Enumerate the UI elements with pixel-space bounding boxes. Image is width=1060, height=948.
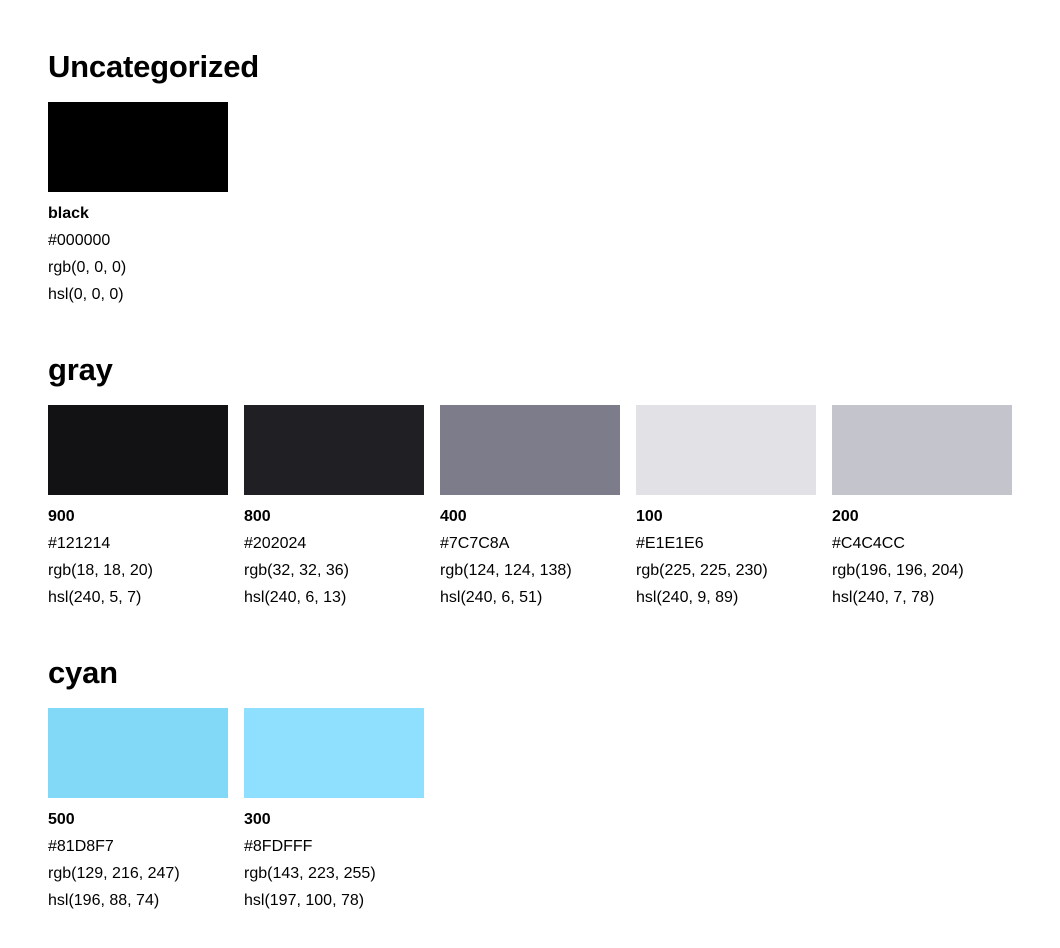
- color-chip: [48, 102, 228, 192]
- swatch-rgb: rgb(124, 124, 138): [440, 562, 572, 579]
- color-swatch-gray-200: 200 #C4C4CC rgb(196, 196, 204) hsl(240, …: [832, 405, 1012, 611]
- swatch-hex: #E1E1E6: [636, 535, 704, 552]
- swatch-hex: #C4C4CC: [832, 535, 905, 552]
- color-swatch-gray-400: 400 #7C7C8A rgb(124, 124, 138) hsl(240, …: [440, 405, 620, 611]
- swatch-hex: #121214: [48, 535, 111, 552]
- swatch-info: 200 #C4C4CC rgb(196, 196, 204) hsl(240, …: [832, 503, 1012, 611]
- color-chip: [636, 405, 816, 495]
- swatch-info: 500 #81D8F7 rgb(129, 216, 247) hsl(196, …: [48, 806, 228, 914]
- swatch-hex: #7C7C8A: [440, 535, 510, 552]
- color-swatch-cyan-300: 300 #8FDFFF rgb(143, 223, 255) hsl(197, …: [244, 708, 424, 914]
- swatch-info: 900 #121214 rgb(18, 18, 20) hsl(240, 5, …: [48, 503, 228, 611]
- color-swatch-cyan-500: 500 #81D8F7 rgb(129, 216, 247) hsl(196, …: [48, 708, 228, 914]
- swatch-name: 400: [440, 508, 467, 525]
- group-title: gray: [48, 352, 113, 387]
- swatch-name: black: [48, 205, 89, 222]
- swatch-hex: #81D8F7: [48, 838, 114, 855]
- swatch-hsl: hsl(196, 88, 74): [48, 892, 160, 909]
- color-swatch-gray-100: 100 #E1E1E6 rgb(225, 225, 230) hsl(240, …: [636, 405, 816, 611]
- swatch-list: 500 #81D8F7 rgb(129, 216, 247) hsl(196, …: [48, 708, 1060, 914]
- swatch-hsl: hsl(197, 100, 78): [244, 892, 365, 909]
- group-title: Uncategorized: [48, 49, 259, 84]
- swatch-hsl: hsl(0, 0, 0): [48, 286, 124, 303]
- color-swatch-black: black #000000 rgb(0, 0, 0) hsl(0, 0, 0): [48, 102, 228, 308]
- swatch-hsl: hsl(240, 5, 7): [48, 589, 142, 606]
- swatch-rgb: rgb(143, 223, 255): [244, 865, 376, 882]
- swatch-name: 900: [48, 508, 75, 525]
- swatch-name: 500: [48, 811, 75, 828]
- color-chip: [244, 708, 424, 798]
- swatch-info: 800 #202024 rgb(32, 32, 36) hsl(240, 6, …: [244, 503, 424, 611]
- swatch-hsl: hsl(240, 6, 13): [244, 589, 347, 606]
- color-chip: [440, 405, 620, 495]
- swatch-info: 400 #7C7C8A rgb(124, 124, 138) hsl(240, …: [440, 503, 620, 611]
- swatch-info: black #000000 rgb(0, 0, 0) hsl(0, 0, 0): [48, 200, 228, 308]
- swatch-name: 200: [832, 508, 859, 525]
- color-chip: [244, 405, 424, 495]
- swatch-hsl: hsl(240, 7, 78): [832, 589, 935, 606]
- color-chip: [832, 405, 1012, 495]
- color-palette-page: Uncategorized black #000000 rgb(0, 0, 0)…: [48, 48, 1060, 914]
- color-chip: [48, 708, 228, 798]
- swatch-rgb: rgb(129, 216, 247): [48, 865, 180, 882]
- swatch-list: 900 #121214 rgb(18, 18, 20) hsl(240, 5, …: [48, 405, 1060, 611]
- color-swatch-gray-900: 900 #121214 rgb(18, 18, 20) hsl(240, 5, …: [48, 405, 228, 611]
- swatch-hex: #202024: [244, 535, 307, 552]
- swatch-hsl: hsl(240, 9, 89): [636, 589, 739, 606]
- color-group-cyan: cyan 500 #81D8F7 rgb(129, 216, 247) hsl(…: [48, 654, 1060, 914]
- color-swatch-gray-800: 800 #202024 rgb(32, 32, 36) hsl(240, 6, …: [244, 405, 424, 611]
- group-title: cyan: [48, 655, 118, 690]
- swatch-name: 800: [244, 508, 271, 525]
- color-group-gray: gray 900 #121214 rgb(18, 18, 20) hsl(240…: [48, 351, 1060, 611]
- swatch-list: black #000000 rgb(0, 0, 0) hsl(0, 0, 0): [48, 102, 1060, 308]
- swatch-rgb: rgb(18, 18, 20): [48, 562, 153, 579]
- swatch-name: 100: [636, 508, 663, 525]
- swatch-rgb: rgb(196, 196, 204): [832, 562, 964, 579]
- swatch-name: 300: [244, 811, 271, 828]
- swatch-hsl: hsl(240, 6, 51): [440, 589, 543, 606]
- swatch-hex: #000000: [48, 232, 111, 249]
- color-group-uncategorized: Uncategorized black #000000 rgb(0, 0, 0)…: [48, 48, 1060, 308]
- color-chip: [48, 405, 228, 495]
- swatch-info: 100 #E1E1E6 rgb(225, 225, 230) hsl(240, …: [636, 503, 816, 611]
- swatch-info: 300 #8FDFFF rgb(143, 223, 255) hsl(197, …: [244, 806, 424, 914]
- swatch-hex: #8FDFFF: [244, 838, 313, 855]
- swatch-rgb: rgb(0, 0, 0): [48, 259, 127, 276]
- swatch-rgb: rgb(225, 225, 230): [636, 562, 768, 579]
- swatch-rgb: rgb(32, 32, 36): [244, 562, 349, 579]
